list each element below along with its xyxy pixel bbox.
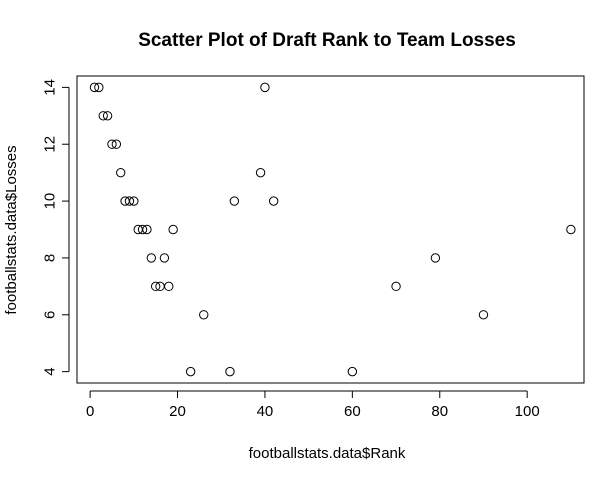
data-point-27 <box>347 366 358 377</box>
data-point-23 <box>229 196 240 206</box>
x-tick-label: 60 <box>344 403 361 420</box>
data-point-7 <box>116 167 126 178</box>
data-point-22 <box>225 366 235 377</box>
points-layer <box>89 82 576 377</box>
data-point-28 <box>391 281 401 292</box>
y-axis: 4 6 8 10 12 14 <box>41 79 70 376</box>
data-point-26 <box>268 196 279 206</box>
y-tick-label: 6 <box>41 311 58 319</box>
data-point-5 <box>107 139 117 149</box>
data-point-30 <box>478 310 489 320</box>
x-tick-label: 20 <box>169 403 186 420</box>
data-point-17 <box>159 253 170 263</box>
data-point-4 <box>102 111 113 121</box>
plot-frame <box>76 75 585 384</box>
x-axis: 0 20 40 60 80 100 <box>86 390 540 420</box>
x-tick-label: 0 <box>86 403 94 420</box>
data-point-29 <box>430 253 441 263</box>
data-point-6 <box>111 139 122 149</box>
data-point-24 <box>255 167 266 178</box>
data-point-14 <box>146 253 157 263</box>
data-point-9 <box>124 196 135 206</box>
data-point-3 <box>98 111 108 121</box>
data-point-31 <box>566 224 576 235</box>
data-point-18 <box>164 281 174 292</box>
y-tick-label: 4 <box>41 367 58 375</box>
data-point-21 <box>199 310 209 320</box>
x-axis-label: footballstats.data$Rank <box>249 445 406 462</box>
data-point-2 <box>94 82 104 93</box>
y-tick-label: 12 <box>42 136 59 153</box>
data-point-12 <box>137 224 148 235</box>
data-point-13 <box>142 224 152 235</box>
data-point-25 <box>260 82 270 93</box>
data-point-1 <box>89 82 100 93</box>
y-tick-label: 8 <box>41 254 58 262</box>
data-point-15 <box>150 281 161 292</box>
data-point-10 <box>129 196 139 206</box>
x-tick-label: 80 <box>431 403 448 420</box>
x-tick-label: 100 <box>515 403 540 420</box>
x-tick-label: 40 <box>257 403 274 420</box>
y-tick-label: 10 <box>42 193 59 210</box>
y-tick-label: 14 <box>42 79 59 96</box>
y-axis-label: footballstats.data$Losses <box>3 145 20 314</box>
data-point-20 <box>185 366 196 377</box>
chart-title: Scatter Plot of Draft Rank to Team Losse… <box>138 30 516 51</box>
data-point-19 <box>168 224 178 235</box>
